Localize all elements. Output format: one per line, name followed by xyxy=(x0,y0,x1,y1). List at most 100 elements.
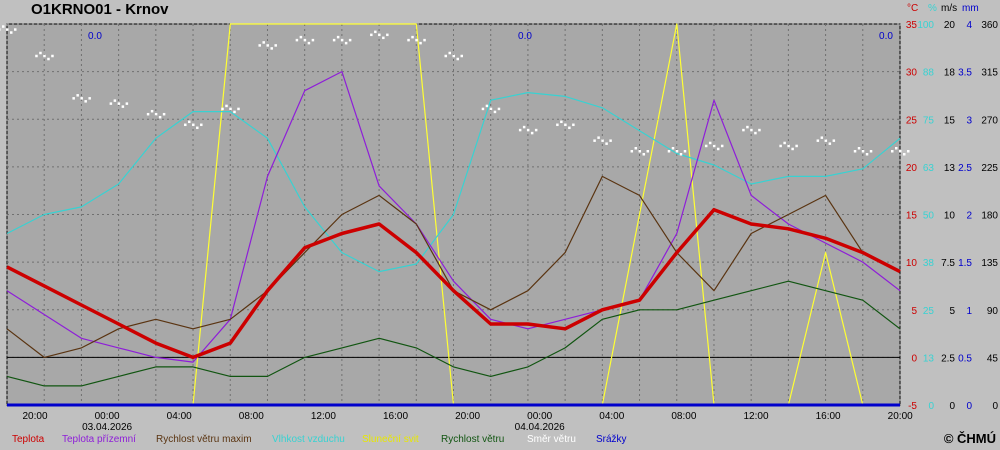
date-label: 04.04.2026 xyxy=(515,422,565,433)
axis-tick-label: 0.5 xyxy=(958,353,972,364)
legend-vlhkost-vzduchu: Vlhkost vzduchu xyxy=(272,434,345,445)
axis-tick-label: 90 xyxy=(987,306,999,317)
axis-tick-label: 75 xyxy=(923,115,935,126)
axis-tick-label: 18 xyxy=(944,68,956,79)
wind-direction-point xyxy=(630,150,634,153)
wind-direction-point xyxy=(452,54,455,58)
wind-direction-point xyxy=(84,100,87,103)
axis-tick-label: 135 xyxy=(981,258,998,269)
wind-direction-point xyxy=(113,99,117,102)
axis-tick-label: 0 xyxy=(911,353,917,364)
wind-direction-point xyxy=(671,147,675,150)
wind-direction-point xyxy=(481,107,485,111)
axis-tick-label: 15 xyxy=(906,211,918,222)
wind-direction-point xyxy=(386,33,389,37)
date-label: 03.04.2026 xyxy=(82,422,132,433)
wind-direction-point xyxy=(35,54,38,58)
x-tick-label: 00:00 xyxy=(527,411,552,422)
wind-direction-point xyxy=(526,128,530,132)
wind-direction-point xyxy=(266,44,269,47)
axis-tick-label: 0 xyxy=(928,401,934,412)
wind-direction-point xyxy=(861,150,865,153)
axis-tick-label: 315 xyxy=(981,68,998,79)
wind-direction-point xyxy=(303,38,307,42)
wind-direction-point xyxy=(708,141,712,145)
wind-direction-point xyxy=(411,35,414,39)
axis-tick-label: 0 xyxy=(992,401,998,412)
legend-rychlost-vetru-maxim: Rychlost větru maxim xyxy=(156,434,252,445)
wind-direction-point xyxy=(675,150,679,153)
wind-direction-point xyxy=(200,123,203,127)
axis-tick-label: 225 xyxy=(981,163,998,174)
wind-direction-point xyxy=(853,150,857,153)
wind-direction-point xyxy=(742,128,745,132)
legend-slunecni-svit: Sluneční svit xyxy=(362,434,419,445)
wind-direction-point xyxy=(125,102,129,105)
wind-direction-point xyxy=(869,150,873,153)
axis-tick-label: 30 xyxy=(906,68,918,79)
wind-direction-point xyxy=(6,28,9,31)
axis-tick-label: 88 xyxy=(923,68,935,79)
wind-direction-point xyxy=(88,97,91,100)
axis-tick-label: 25 xyxy=(906,115,918,126)
wind-direction-point xyxy=(39,51,42,55)
wind-direction-point xyxy=(336,35,340,39)
wind-direction-point xyxy=(162,112,166,116)
wind-direction-point xyxy=(597,136,600,139)
axis-tick-label: 2 xyxy=(966,211,972,222)
wind-direction-point xyxy=(779,144,782,148)
wind-direction-point xyxy=(158,115,162,119)
wind-direction-point xyxy=(233,110,236,114)
wind-direction-point xyxy=(237,107,240,111)
wind-direction-point xyxy=(407,38,410,42)
wind-direction-point xyxy=(370,33,373,37)
series-layer xyxy=(0,23,910,407)
wind-direction-point xyxy=(117,102,121,105)
axis-tick-label: 0 xyxy=(949,401,955,412)
axis-tick-label: 4 xyxy=(966,20,972,31)
legend-teplota: Teplota xyxy=(12,434,45,445)
axis-tick-label: 38 xyxy=(923,258,935,269)
wind-direction-point xyxy=(299,35,303,39)
axis-tick-label: 63 xyxy=(923,163,935,174)
x-tick-label: 16:00 xyxy=(816,411,841,422)
x-tick-label: 20:00 xyxy=(22,411,47,422)
wind-direction-point xyxy=(121,105,125,108)
wind-direction-point xyxy=(229,107,232,111)
wind-direction-point xyxy=(80,97,83,100)
wind-direction-point xyxy=(188,120,191,124)
wind-direction-point xyxy=(601,139,604,142)
x-tick-label: 04:00 xyxy=(167,411,192,422)
wind-direction-point xyxy=(497,107,501,111)
axis-tick-label: 360 xyxy=(981,20,998,31)
wind-direction-point xyxy=(568,126,571,130)
precip-total-label: 0.0 xyxy=(88,31,102,42)
wind-direction-point xyxy=(746,125,749,129)
x-tick-label: 12:00 xyxy=(311,411,336,422)
wind-direction-point xyxy=(572,123,575,127)
axis-tick-label: 270 xyxy=(981,115,998,126)
wind-direction-point xyxy=(828,142,832,145)
axis-tick-label: 3.5 xyxy=(958,68,972,79)
wind-direction-point xyxy=(787,144,790,148)
wind-direction-point xyxy=(456,57,459,61)
wind-direction-point xyxy=(378,33,381,37)
wind-direction-point xyxy=(72,97,75,100)
wind-direction-point xyxy=(76,94,79,97)
x-axis-labels: 20:00 00:00 04:00 08:00 12:00 16:00 20:00 00:00… xyxy=(22,31,913,433)
x-tick-label: 00:00 xyxy=(95,411,120,422)
wind-direction-point xyxy=(865,153,869,156)
wind-direction-point xyxy=(518,128,522,132)
axis-tick-label: 45 xyxy=(987,353,999,364)
wind-direction-point xyxy=(415,38,418,42)
axis-tick-label: 15 xyxy=(944,115,956,126)
wind-direction-point xyxy=(560,120,563,124)
wind-direction-point xyxy=(609,139,612,142)
series-rychlost-v-tru xyxy=(6,280,901,387)
axis-tick-label: 5 xyxy=(949,306,955,317)
axis-tick-label: 0 xyxy=(966,401,972,412)
wind-direction-point xyxy=(493,110,497,114)
wind-direction-point xyxy=(720,144,724,148)
legend-smer-vetru: Směr větru xyxy=(527,434,576,445)
